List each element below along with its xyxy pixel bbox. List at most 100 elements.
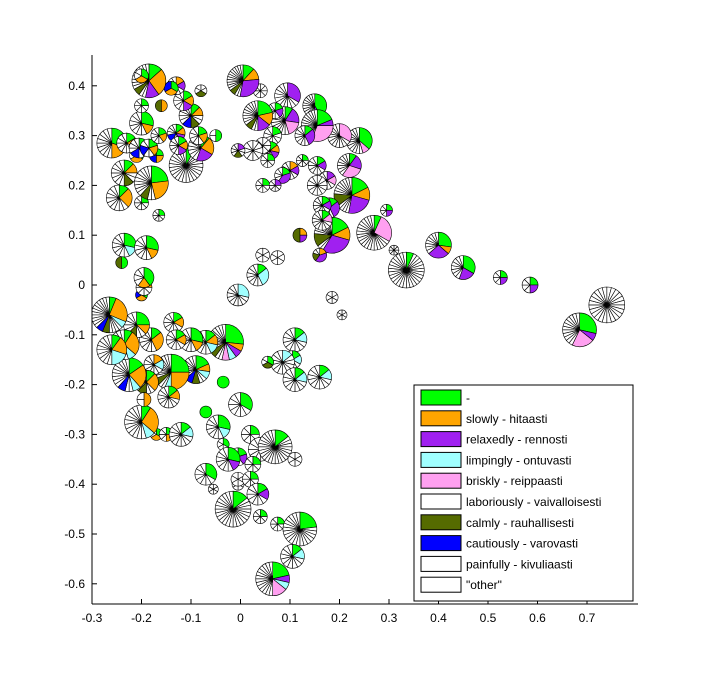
pie-slice [386,204,393,211]
pie-marker [337,153,362,178]
pie-slice [370,214,375,234]
pie-marker [296,154,309,167]
pie-slice [286,544,293,557]
pie-slice [345,153,350,166]
pie-marker [207,483,219,495]
pie-slice [355,127,360,141]
x-tick-label: 0.3 [381,611,398,625]
pie-slice [147,165,152,184]
pie-slice [277,167,283,176]
pie-slice [312,156,318,166]
pie-slice [209,129,217,136]
pie-slice [268,561,273,580]
pie-slice [131,311,137,326]
pie-slice [195,84,202,92]
pie-marker [163,312,184,333]
pie-slice [151,165,169,184]
pie-slice [271,250,278,258]
axes: -0.3 -0.2 -0.1 0 0.1 0.2 0.3 0.4 0.5 0.6 0.70.40.3… [64,55,638,625]
pie-marker [282,327,308,353]
legend-swatch [420,389,462,406]
pie-slice [175,422,182,435]
pie-slice [153,127,160,136]
pie-slice [171,123,177,134]
pie-slice [105,296,110,316]
pie-marker [562,312,597,348]
pie-slice [254,100,259,116]
pie-slice [225,324,244,345]
pie-marker [216,375,230,389]
x-tick-label: 0 [237,611,244,625]
pie-marker [133,267,155,288]
pie-slice [270,179,276,186]
pie-slice [106,334,113,351]
pie-slice [252,263,259,276]
pie-slice [373,216,392,242]
pie-slice [529,284,539,294]
pie-slice [292,227,301,243]
legend-label: briskly - reippaasti [466,474,563,488]
pie-marker [115,256,128,269]
pie-marker [493,270,508,285]
pie-marker [199,405,213,419]
pie-marker [255,178,271,193]
pie-marker [226,283,250,307]
pie-marker [306,175,328,196]
pie-marker [134,98,149,113]
pie-slice [255,509,261,517]
legend-swatch [420,451,462,468]
pie-slice [156,155,164,163]
pie-slice [300,125,306,136]
y-tick-label: 0.2 [68,178,85,192]
pie-marker [110,159,138,187]
pie-slice [155,99,162,112]
pie-slice [143,392,152,407]
pie-slice [529,276,539,286]
pie-marker [388,244,400,256]
pie-marker [336,309,348,321]
pie-slice [288,452,296,460]
pie-slice [326,291,333,298]
pie-slice [148,354,155,365]
legend-swatch [420,472,462,489]
y-tick-label: 0.4 [68,79,85,93]
pie-slice [250,425,260,435]
y-tick-label: -0.6 [64,577,85,591]
pie-slice [192,126,199,136]
pie-marker [150,127,168,144]
x-tick-label: 0.5 [480,611,497,625]
pie-marker [230,143,246,158]
pie-marker [311,210,333,231]
legend-swatch [420,493,462,510]
pie-slice [222,447,229,460]
x-tick-label: 0.1 [282,611,299,625]
x-tick-label: -0.2 [131,611,152,625]
pie-marker [158,427,174,442]
pie-marker [215,447,241,472]
pie-slice [302,154,309,161]
legend-label: limpingly - ontuvasti [466,453,571,467]
pie-slice [137,267,145,278]
pie-marker [282,367,308,392]
pie-marker [228,392,253,417]
pie-marker [261,355,274,369]
pie-marker [388,251,425,289]
pie-slice [337,309,343,316]
pie-slice [232,283,239,296]
pie-slice [216,375,230,389]
pie-marker [157,385,180,409]
y-tick-label: 0.3 [68,129,85,143]
pie-slice [317,210,323,221]
pie-slice [173,136,179,146]
pie-slice [121,256,128,269]
pie-slice [136,98,142,107]
pie-slice [262,153,269,161]
pie-slice [500,277,508,285]
pie-marker [307,156,327,175]
pie-slice [257,178,264,186]
pie-marker [242,100,274,131]
pie-slice [256,137,264,146]
pie-slice [262,178,271,186]
pie-marker [450,255,476,280]
pie-slice [121,132,127,144]
